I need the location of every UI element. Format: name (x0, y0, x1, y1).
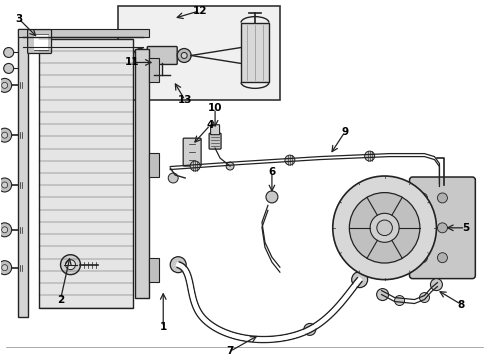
Text: 1: 1 (159, 323, 166, 332)
Circle shape (376, 289, 388, 301)
Circle shape (351, 272, 367, 288)
Text: 11: 11 (125, 58, 139, 67)
Circle shape (1, 265, 8, 271)
FancyBboxPatch shape (408, 177, 474, 279)
Text: 13: 13 (178, 95, 192, 105)
Bar (39, 39, 133, 307)
FancyBboxPatch shape (210, 125, 219, 135)
Circle shape (170, 257, 186, 273)
Bar (135, 49, 149, 298)
Bar (18, 28, 149, 37)
FancyBboxPatch shape (147, 46, 177, 64)
Circle shape (1, 182, 8, 188)
Circle shape (181, 53, 187, 58)
Circle shape (429, 279, 442, 291)
Circle shape (0, 78, 12, 92)
Circle shape (437, 223, 447, 233)
Circle shape (1, 82, 8, 88)
Text: 3: 3 (15, 14, 22, 24)
FancyBboxPatch shape (27, 30, 51, 54)
Circle shape (1, 227, 8, 233)
Text: 6: 6 (268, 167, 275, 177)
Circle shape (168, 173, 178, 183)
Circle shape (1, 132, 8, 138)
Circle shape (348, 193, 419, 263)
Text: 9: 9 (341, 127, 347, 137)
Circle shape (364, 151, 374, 161)
Circle shape (376, 220, 391, 235)
Circle shape (0, 261, 12, 275)
Circle shape (0, 223, 12, 237)
Circle shape (419, 293, 428, 302)
Circle shape (332, 176, 436, 280)
Circle shape (369, 213, 398, 242)
Text: 10: 10 (207, 103, 222, 113)
Circle shape (4, 63, 14, 73)
Bar (241, 23, 268, 82)
Text: 12: 12 (192, 6, 207, 15)
Circle shape (285, 155, 294, 165)
Bar (149, 58, 159, 82)
Circle shape (225, 162, 234, 170)
Text: 4: 4 (206, 120, 213, 130)
Bar (149, 258, 159, 282)
Circle shape (0, 178, 12, 192)
Text: 5: 5 (461, 223, 468, 233)
Bar (34, 33, 47, 50)
Bar (18, 28, 27, 318)
Circle shape (417, 193, 427, 203)
Circle shape (137, 53, 143, 58)
Circle shape (437, 253, 447, 263)
Circle shape (190, 161, 200, 171)
Circle shape (417, 253, 427, 263)
Text: 7: 7 (226, 346, 233, 356)
Text: 8: 8 (457, 300, 464, 310)
Circle shape (133, 49, 147, 62)
Text: 2: 2 (57, 294, 64, 305)
Circle shape (177, 49, 191, 62)
Circle shape (437, 193, 447, 203)
Bar (149, 153, 159, 177)
Circle shape (65, 260, 75, 270)
Circle shape (417, 223, 427, 233)
FancyBboxPatch shape (183, 138, 201, 166)
Circle shape (0, 128, 12, 142)
Circle shape (61, 255, 81, 275)
Bar (118, 6, 279, 100)
FancyBboxPatch shape (209, 133, 221, 149)
Circle shape (4, 48, 14, 58)
Circle shape (394, 296, 404, 306)
Circle shape (265, 191, 277, 203)
Circle shape (303, 323, 315, 336)
